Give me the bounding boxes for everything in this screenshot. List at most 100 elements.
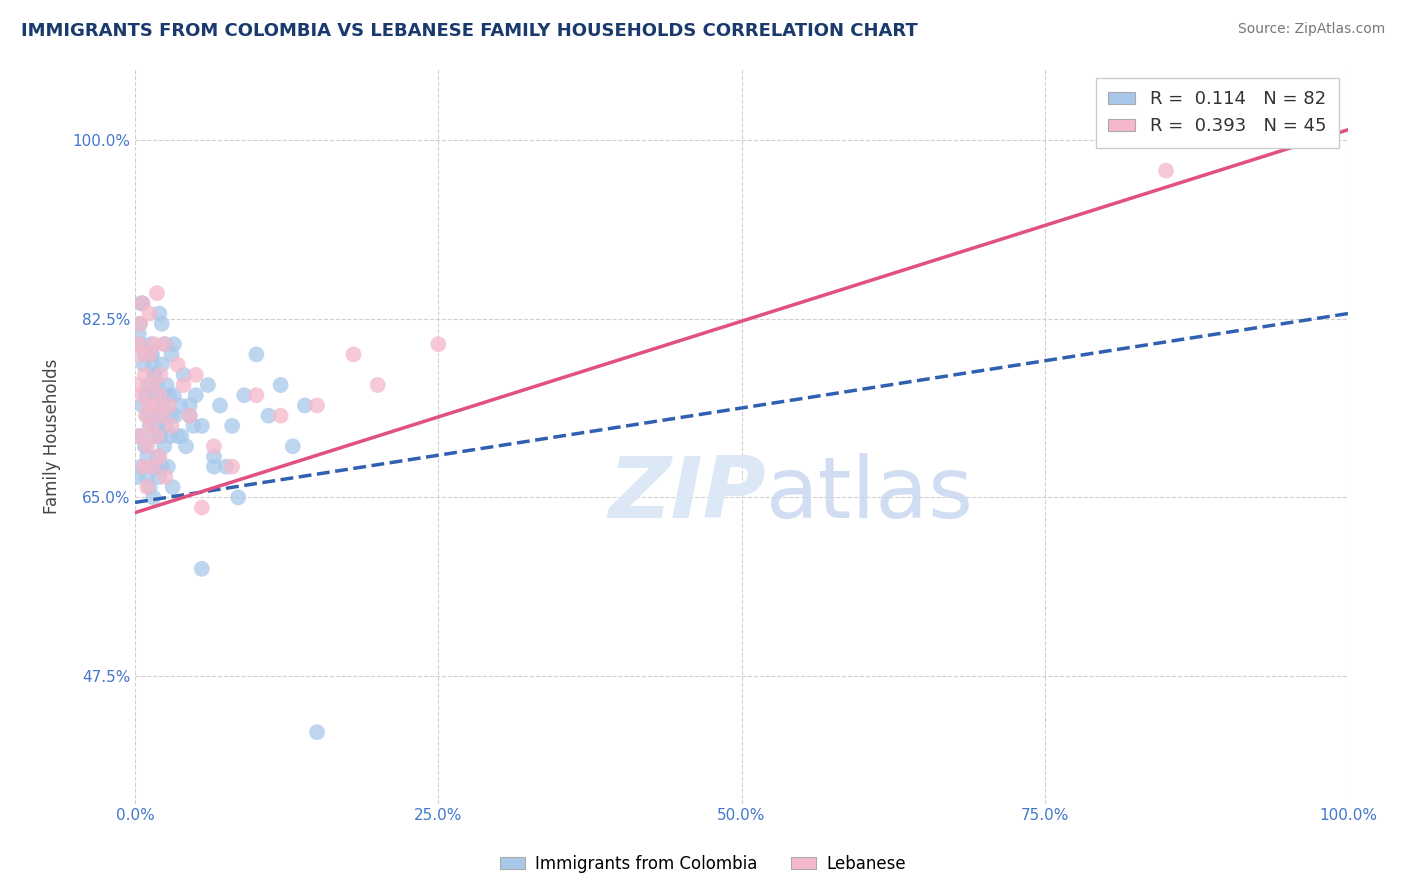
Point: [160, 347, 183, 361]
Point: [149, 368, 172, 382]
Point: [138, 418, 160, 433]
Point: [141, 347, 163, 361]
Point: [141, 459, 163, 474]
Point: [135, 409, 157, 423]
Point: [181, 418, 204, 433]
Point: [150, 317, 173, 331]
Point: [138, 399, 160, 413]
Point: [191, 418, 214, 433]
Point: [166, 429, 188, 443]
Text: IMMIGRANTS FROM COLOMBIA VS LEBANESE FAMILY HOUSEHOLDS CORRELATION CHART: IMMIGRANTS FROM COLOMBIA VS LEBANESE FAM…: [21, 22, 918, 40]
Point: [162, 480, 184, 494]
Point: [138, 378, 160, 392]
Point: [305, 399, 328, 413]
Point: [131, 388, 153, 402]
Point: [245, 347, 267, 361]
Point: [139, 347, 162, 361]
Point: [136, 450, 159, 464]
Point: [127, 378, 149, 392]
Point: [169, 399, 191, 413]
Point: [127, 470, 149, 484]
Point: [141, 378, 163, 392]
Point: [1154, 163, 1177, 178]
Point: [128, 429, 150, 443]
Point: [294, 399, 316, 413]
Point: [128, 337, 150, 351]
Point: [136, 470, 159, 484]
Point: [155, 337, 177, 351]
Point: [150, 358, 173, 372]
Point: [191, 562, 214, 576]
Point: [202, 450, 225, 464]
Point: [149, 429, 172, 443]
Y-axis label: Family Households: Family Households: [44, 359, 60, 514]
Point: [215, 459, 238, 474]
Point: [191, 500, 214, 515]
Point: [342, 347, 364, 361]
Point: [129, 317, 152, 331]
Point: [245, 388, 267, 402]
Point: [139, 418, 162, 433]
Point: [146, 378, 169, 392]
Point: [153, 337, 176, 351]
Point: [160, 409, 183, 423]
Point: [145, 399, 167, 413]
Point: [131, 399, 153, 413]
Point: [202, 439, 225, 453]
Point: [139, 388, 162, 402]
Point: [134, 347, 156, 361]
Point: [134, 439, 156, 453]
Point: [148, 450, 170, 464]
Point: [136, 439, 159, 453]
Point: [138, 480, 160, 494]
Point: [367, 378, 389, 392]
Point: [142, 459, 165, 474]
Point: [170, 429, 193, 443]
Point: [221, 418, 243, 433]
Point: [128, 326, 150, 341]
Point: [131, 296, 153, 310]
Point: [129, 317, 152, 331]
Point: [143, 429, 166, 443]
Point: [155, 418, 177, 433]
Point: [155, 470, 177, 484]
Point: [148, 307, 170, 321]
Point: [138, 307, 160, 321]
Text: ZIP: ZIP: [609, 453, 766, 536]
Point: [146, 286, 169, 301]
Point: [160, 418, 183, 433]
Point: [145, 399, 167, 413]
Point: [179, 399, 201, 413]
Point: [202, 459, 225, 474]
Point: [153, 439, 176, 453]
Point: [143, 337, 166, 351]
Point: [221, 459, 243, 474]
Point: [197, 378, 219, 392]
Point: [132, 358, 155, 372]
Point: [150, 459, 173, 474]
Point: [1215, 133, 1237, 147]
Legend: Immigrants from Colombia, Lebanese: Immigrants from Colombia, Lebanese: [494, 848, 912, 880]
Point: [145, 459, 167, 474]
Text: Source: ZipAtlas.com: Source: ZipAtlas.com: [1237, 22, 1385, 37]
Point: [135, 388, 157, 402]
Point: [142, 409, 165, 423]
Point: [143, 368, 166, 382]
Point: [179, 409, 201, 423]
Point: [156, 378, 179, 392]
Point: [129, 459, 152, 474]
Point: [184, 368, 207, 382]
Point: [146, 450, 169, 464]
Point: [148, 388, 170, 402]
Point: [148, 409, 170, 423]
Point: [173, 378, 195, 392]
Point: [150, 409, 173, 423]
Point: [152, 399, 174, 413]
Point: [233, 388, 256, 402]
Point: [129, 429, 152, 443]
Point: [138, 347, 160, 361]
Point: [226, 491, 249, 505]
Point: [149, 388, 172, 402]
Point: [174, 439, 197, 453]
Point: [146, 429, 169, 443]
